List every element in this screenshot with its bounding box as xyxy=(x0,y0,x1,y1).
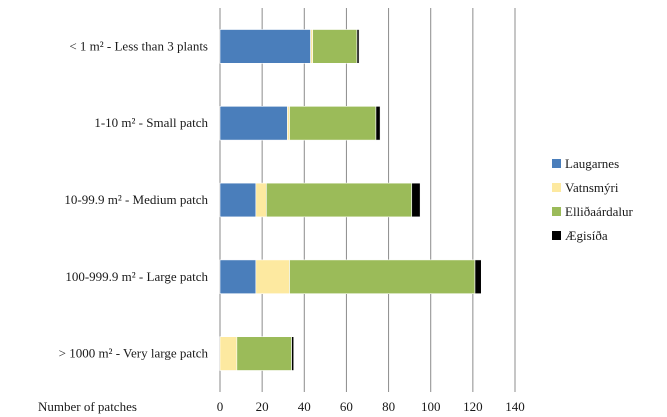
bar-segment xyxy=(375,106,381,141)
legend-label: Elliðaárdalur xyxy=(565,204,634,219)
bar-segment xyxy=(310,29,314,64)
x-tick-label: 100 xyxy=(421,399,441,414)
x-axis-label: Number of patches xyxy=(38,399,137,414)
x-tick-label: 80 xyxy=(382,399,395,414)
bar-segment xyxy=(219,259,257,294)
bar-segment xyxy=(219,29,311,64)
bar-segment xyxy=(255,259,290,294)
legend-swatch xyxy=(552,159,561,168)
legend-swatch xyxy=(552,207,561,216)
x-tick-label: 140 xyxy=(505,399,525,414)
category-label: 10-99.9 m² - Medium patch xyxy=(64,192,208,207)
bar-segment xyxy=(219,336,238,371)
legend: Laugarnes Vatnsmýri Elliðaárdalur Ægisíða xyxy=(552,156,634,243)
legend-label: Laugarnes xyxy=(565,156,619,171)
legend-label: Ægisíða xyxy=(565,228,608,243)
bar-segment xyxy=(219,106,288,141)
x-tick-label: 40 xyxy=(298,399,311,414)
bar-segment xyxy=(356,29,360,64)
x-tick-label: 0 xyxy=(217,399,224,414)
category-label: < 1 m² - Less than 3 plants xyxy=(69,38,208,53)
legend-label: Vatnsmýri xyxy=(565,180,619,195)
bar-segment xyxy=(289,259,476,294)
category-label: 100-999.9 m² - Large patch xyxy=(65,269,208,284)
bar-segment xyxy=(287,106,290,141)
bar-segment xyxy=(411,182,421,218)
legend-swatch xyxy=(552,183,561,192)
bar-segment xyxy=(289,106,377,141)
category-labels: < 1 m² - Less than 3 plants 1-10 m² - Sma… xyxy=(59,38,209,360)
bar-segment xyxy=(266,182,413,218)
x-tick-label: 60 xyxy=(340,399,353,414)
category-label: 1-10 m² - Small patch xyxy=(94,115,208,130)
bar-segment xyxy=(219,182,257,218)
category-label: > 1000 m² - Very large patch xyxy=(59,346,209,361)
x-tick-label: 120 xyxy=(463,399,483,414)
bars xyxy=(219,29,482,371)
bar-segment xyxy=(255,182,267,218)
legend-swatch xyxy=(552,231,561,240)
bar-segment xyxy=(474,259,482,294)
bar-segment xyxy=(291,336,295,371)
x-tick-labels: 0 20 40 60 80 100 120 140 xyxy=(217,399,525,414)
bar-segment xyxy=(236,336,292,371)
x-tick-label: 20 xyxy=(256,399,269,414)
bar-segment xyxy=(312,29,358,64)
